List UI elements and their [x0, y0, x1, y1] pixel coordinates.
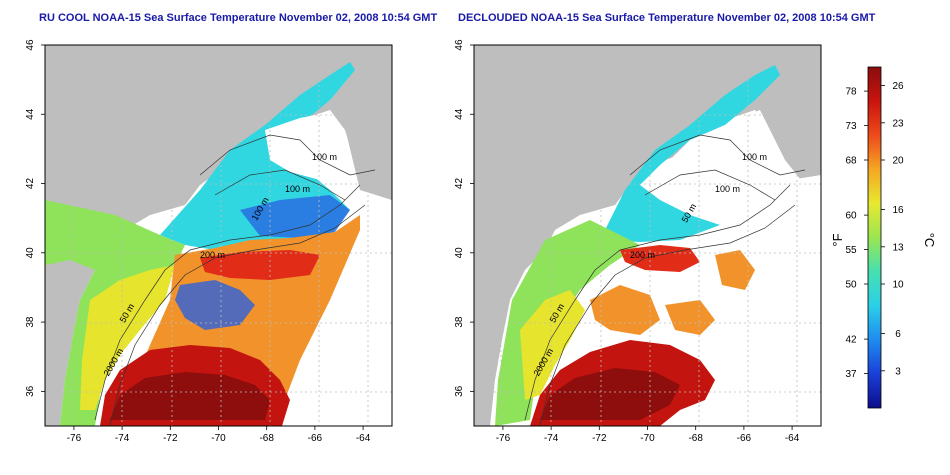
- fahrenheit-tick-label: 55: [845, 245, 857, 256]
- x-tick-label: -68: [688, 433, 703, 444]
- colorbar-gradient: [867, 66, 882, 409]
- right-contour-label: 200 m: [630, 250, 655, 260]
- fahrenheit-tick-label: 73: [845, 121, 857, 132]
- left-gridlines: [45, 45, 392, 426]
- left-sst-yellow: [80, 265, 175, 410]
- y-tick-label: 44: [454, 108, 465, 120]
- fahrenheit-unit-label: °F: [830, 233, 845, 246]
- left-blue-eddies: [175, 280, 255, 330]
- left-contour-label: 100 m: [312, 152, 337, 162]
- x-tick-label: -66: [308, 433, 323, 444]
- x-tick-label: -66: [737, 433, 752, 444]
- celsius-tick-label: 20: [892, 156, 904, 167]
- right-sst-cyan: [600, 65, 780, 242]
- celsius-tick-label: 6: [895, 329, 901, 340]
- right-bathymetry-contours: [524, 134, 806, 426]
- y-tick-label: 38: [25, 316, 36, 328]
- colorbar-ticks: 26 23 20 16 13 10 6 3 78 73 68 60 55 50 42 37: [845, 81, 904, 380]
- x-tick-label: -64: [785, 433, 800, 444]
- fahrenheit-tick-label: 50: [845, 280, 857, 291]
- left-gulf-stream-core: [110, 372, 270, 420]
- left-contour-label: 100 m: [285, 184, 310, 194]
- x-tick-label: -64: [356, 433, 371, 444]
- fahrenheit-tick-label: 68: [845, 156, 857, 167]
- y-tick-label: 40: [25, 247, 36, 259]
- right-sst-red-band: [620, 245, 700, 272]
- celsius-tick-label: 13: [892, 242, 904, 253]
- right-map-axes: -76 -74 -72 -70 -68 -66 -64 36 38 40 42 44 46: [454, 39, 800, 444]
- y-tick-label: 44: [25, 108, 36, 120]
- right-sst-orange: [590, 285, 660, 335]
- celsius-tick-label: 23: [892, 118, 904, 129]
- fahrenheit-tick-label: 60: [845, 211, 857, 222]
- right-orange-east: [715, 250, 755, 290]
- celsius-tick-label: 10: [892, 280, 904, 291]
- left-map-axes: -76 -74 -72 -70 -68 -66 -64 36 38 40 42 44 46: [25, 39, 371, 444]
- right-sst-yellow: [520, 290, 585, 400]
- celsius-tick-label: 16: [892, 205, 904, 216]
- right-gulf-stream-core: [540, 368, 680, 420]
- fahrenheit-tick-label: 42: [845, 335, 857, 346]
- right-contour-label: 100 m: [742, 152, 767, 162]
- x-tick-label: -74: [544, 433, 559, 444]
- y-tick-label: 36: [25, 385, 36, 397]
- right-sst-orange-patch: [665, 300, 715, 335]
- left-bathymetry-contours: [94, 134, 376, 426]
- left-contour-label: 200 m: [200, 250, 225, 260]
- celsius-tick-label: 26: [892, 81, 904, 92]
- fahrenheit-tick-label: 37: [845, 369, 857, 380]
- y-tick-label: 40: [454, 247, 465, 259]
- y-tick-label: 42: [25, 178, 36, 190]
- left-map-title: RU COOL NOAA-15 Sea Surface Temperature …: [39, 12, 438, 24]
- x-tick-label: -76: [496, 433, 511, 444]
- left-sst-blue-patch: [240, 195, 350, 238]
- x-tick-label: -76: [67, 433, 82, 444]
- x-tick-label: -68: [259, 433, 274, 444]
- x-tick-label: -72: [592, 433, 607, 444]
- y-tick-label: 38: [454, 316, 465, 328]
- right-contour-label: 100 m: [715, 184, 740, 194]
- y-tick-label: 46: [454, 39, 465, 51]
- y-tick-label: 46: [25, 39, 36, 51]
- right-land: [474, 45, 821, 426]
- left-swath-edge: [275, 215, 392, 426]
- fahrenheit-tick-label: 78: [845, 87, 857, 98]
- right-map-title: DECLOUDED NOAA-15 Sea Surface Temperatur…: [458, 12, 876, 24]
- left-sst-red-band: [200, 250, 320, 280]
- y-tick-label: 42: [454, 178, 465, 190]
- x-tick-label: -74: [115, 433, 130, 444]
- celsius-unit-label: °C: [922, 233, 937, 248]
- y-tick-label: 36: [454, 385, 465, 397]
- left-land: [45, 45, 392, 426]
- x-tick-label: -72: [163, 433, 178, 444]
- right-white-cloud: [650, 110, 805, 220]
- celsius-tick-label: 3: [895, 366, 901, 377]
- x-tick-label: -70: [640, 433, 655, 444]
- x-tick-label: -70: [211, 433, 226, 444]
- left-cloud-white: [265, 112, 345, 180]
